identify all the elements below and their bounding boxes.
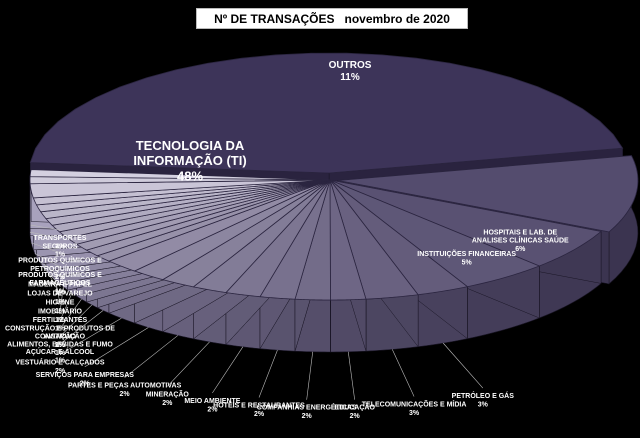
leader-seguros	[29, 231, 61, 239]
label-mineracao: MINERAÇÃO 2%	[146, 389, 190, 406]
label-vestuario-e-calcados: VESTUÁRIO E CALÇADOS 2%	[15, 357, 104, 374]
slice-telecomunicacoes-e-midia	[329, 179, 419, 300]
slice-aviacao	[75, 179, 331, 251]
label-higiene: HIGIENE 1%	[46, 300, 75, 315]
slice-vestuario-e-calcados	[107, 179, 331, 272]
slice-fertilizantes	[58, 179, 331, 239]
leader-petroleo-e-gas	[442, 342, 484, 389]
label-hospitais-e-lab-de-analises-clinicas-saude: HOSPITAIS E LAB. DE ANALISES CLÍNICAS SAÚ…	[472, 229, 569, 252]
label-companhias-energeticas: COMPANHIAS ENERGÉTICAS 2%	[257, 403, 357, 420]
label-fertilizantes: FERTILIZANTES 1%	[33, 317, 88, 332]
label-produtos-quimicos-e-farmaceuticos: PRODUTOS QUÍMICOS E FARMACÊUTICOS 1%	[18, 270, 102, 295]
label-transportes: TRANSPORTES 1%	[34, 235, 87, 250]
slice-meio-ambiente	[225, 179, 331, 298]
label-servicos-para-empresas: SERVIÇOS PARA EMPRESAS 2%	[36, 372, 135, 387]
slice-produtos-quimicos-e-farmaceuticos	[32, 179, 331, 206]
label-hoteis-e-restaurantes: HOTÉIS E RESTAURANTES 2%	[213, 401, 305, 418]
slice-imobiliario	[51, 179, 331, 233]
slice-alimentos-bebidas-e-fumo	[85, 179, 331, 257]
label-lojas-de-varejo: LOJAS DE VAREJO 1%	[27, 291, 93, 306]
slice-produtos-quimicos-e-petroquimicos	[29, 179, 331, 199]
label-aviacao: AVIAÇÃO 1%	[44, 332, 76, 349]
label-instituicoes-financeiras: INSTITUIÇÕES FINANCEIRAS 5%	[417, 249, 516, 266]
leader-lines	[29, 224, 484, 400]
leader-construcao-e-produtos-de-construcao	[59, 293, 73, 321]
label-tecnologia-da-informacao-ti: TECNOLOGIA DA INFORMAÇÃO (TI) 48%	[133, 138, 246, 184]
slice-lojas-de-varejo	[40, 179, 331, 220]
slice-higiene	[45, 179, 331, 226]
slice-labels: TECNOLOGIA DA INFORMAÇÃO (TI) 48% OUTROS 11%…	[5, 60, 569, 420]
label-acucar-e-alcool: AÇÚCAR E ÁLCOOL 1%	[26, 347, 95, 364]
leader-educacao	[347, 351, 355, 400]
slice-acucar-e-alcool	[96, 179, 331, 262]
label-partes-e-pecas-automotivas: PARTES E PEÇAS AUTOMOTIVAS 2%	[68, 383, 182, 398]
leader-imobiliario	[55, 280, 61, 304]
label-imobiliario: IMOBILIÁRIO 1%	[38, 307, 82, 324]
slice-instituicoes-financeiras	[329, 179, 541, 288]
leader-madeira-e-papel	[38, 260, 61, 277]
leader-produtos-quimicos-e-farmaceuticos	[34, 253, 61, 268]
label-outros: OUTROS 11%	[329, 60, 372, 83]
leader-produtos-quimicos-e-petroquimicos	[31, 242, 61, 253]
leader-hoteis-e-restaurantes	[258, 350, 278, 398]
slice-tecnologia-da-informacao-ti	[29, 52, 624, 174]
label-educacao: EDUCAÇÃO 2%	[334, 403, 375, 420]
label-alimentos-bebidas-e-fumo: ALIMENTOS, BEBIDAS E FUMO 1%	[7, 342, 113, 357]
leader-companhias-energeticas	[306, 351, 314, 400]
leader-transportes	[30, 224, 61, 231]
leader-telecomunicacoes-e-midia	[392, 349, 415, 397]
leader-aviacao	[59, 299, 82, 329]
slice-hospitais-e-lab-de-analises-clinicas-saude	[329, 179, 602, 267]
label-construcao-e-produtos-de-construcao: CONSTRUÇÃO E PRODUTOS DE CONSTRUÇÃO 1%	[5, 324, 115, 349]
label-madeira-e-papel: MADEIRA E PAPEL 1%	[28, 281, 93, 296]
leader-alimentos-bebidas-e-fumo	[59, 304, 93, 337]
slice-petroleo-e-gas	[329, 179, 469, 296]
leader-vestuario-e-calcados	[59, 317, 122, 355]
leader-higiene	[48, 273, 61, 295]
slice-servicos-para-empresas	[133, 179, 331, 281]
leader-fertilizantes	[59, 286, 64, 313]
slice-mineracao	[192, 179, 331, 293]
slice-transportes	[29, 169, 331, 181]
label-petroleo-e-gas: PETRÓLEO E GÁS 3%	[452, 391, 515, 408]
leader-partes-e-pecas-automotivas	[124, 335, 179, 378]
leader-lojas-de-varejo	[43, 267, 61, 286]
chart-title: Nº DE TRANSAÇÕES novembro de 2020	[196, 8, 468, 29]
label-seguros: SEGUROS 1%	[42, 243, 77, 258]
slice-construcao-e-produtos-de-construcao	[66, 179, 331, 245]
slice-educacao	[329, 179, 367, 301]
leader-acucar-e-alcool	[59, 310, 104, 345]
label-meio-ambiente: MEIO AMBIENTE 2%	[184, 398, 240, 413]
slice-madeira-e-papel	[35, 179, 331, 213]
label-telecomunicacoes-e-midia: TELECOMUNICAÇÕES E MÍDIA 3%	[362, 400, 467, 417]
leader-servicos-para-empresas	[84, 327, 149, 368]
slice-partes-e-pecas-automotivas	[161, 179, 331, 288]
slice-outros	[337, 155, 639, 233]
label-produtos-quimicos-e-petroquimicos: PRODUTOS QUÍMICOS E PETROQUÍMICOS 2%	[18, 256, 102, 281]
pie-tops	[29, 52, 639, 301]
slice-seguros	[29, 176, 331, 185]
leader-meio-ambiente	[212, 346, 244, 394]
leader-mineracao	[167, 341, 210, 387]
